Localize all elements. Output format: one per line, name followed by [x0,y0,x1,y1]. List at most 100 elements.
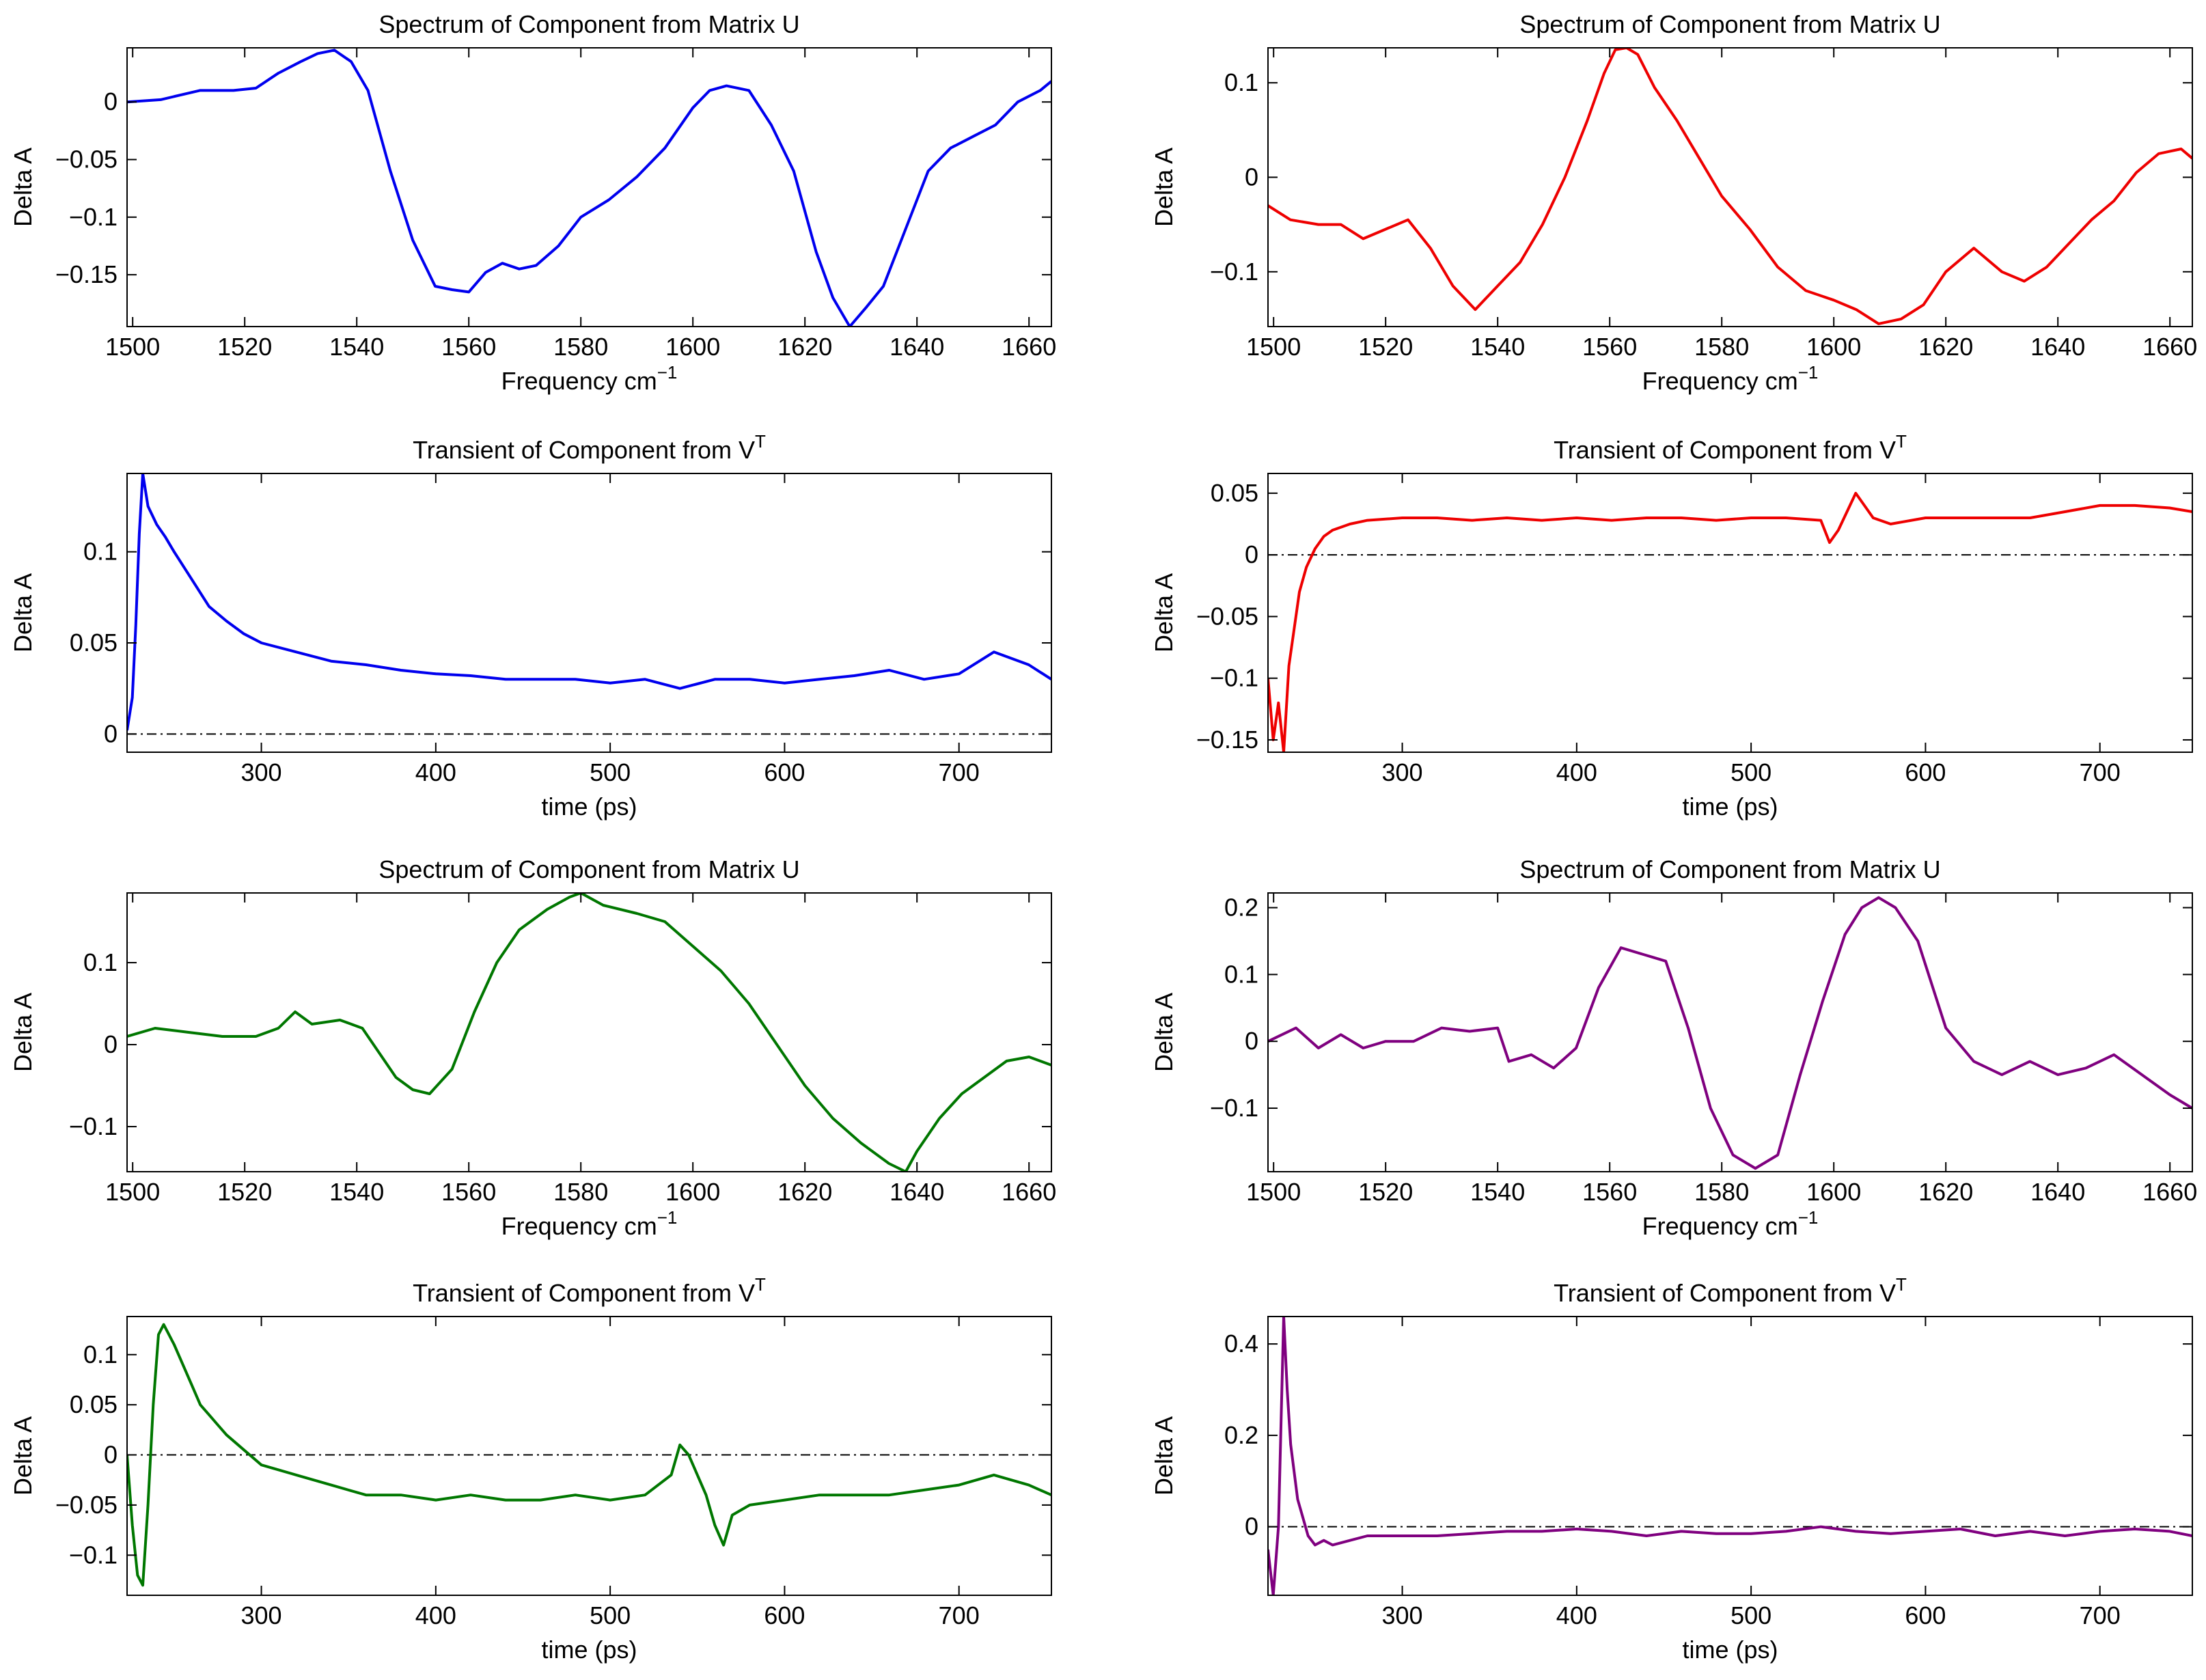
y-tick-label: 0 [1245,540,1258,568]
y-tick-label: −0.1 [1210,664,1258,692]
x-axis-label: time (ps) [1682,1636,1778,1664]
y-tick-label: −0.1 [1210,258,1258,286]
x-axis-label-text: time (ps) [541,1636,637,1664]
x-tick-label: 1620 [1918,1178,1973,1206]
x-tick-label: 1620 [777,333,832,361]
y-tick-label: 0 [1245,1027,1258,1055]
chart-title: Spectrum of Component from Matrix U [1519,10,1940,38]
x-tick-label: 1660 [1002,333,1056,361]
chart-panel-6: 1500 1520 1540 1560 1580 1600 1620 1640 1660 −0.1… [1150,855,2197,1240]
series-line-1 [1268,1317,2192,1595]
y-axis-label: Delta A [9,993,37,1072]
y-axis-label: Delta A [9,573,37,652]
x-tick-label: 1600 [1806,1178,1861,1206]
y-tick-label: 0.1 [1224,68,1258,96]
x-axis-label-superscript: −1 [1798,1207,1819,1228]
x-tick-label: 1500 [1246,333,1301,361]
x-tick-label: 600 [1905,758,1946,786]
x-tick-label: 1620 [1918,333,1973,361]
x-axis-label-superscript: −1 [1798,362,1819,383]
x-tick-label: 300 [241,1601,282,1629]
x-tick-label: 700 [939,1601,980,1629]
axes-frame [126,473,1052,753]
x-tick-label: 700 [939,758,980,786]
series-line-1 [127,1323,1051,1587]
x-tick-label: 500 [590,758,631,786]
y-tick-label: 0 [104,1441,118,1469]
y-axis-label: Delta A [1150,993,1178,1072]
x-tick-label: 1660 [1002,1178,1056,1206]
x-axis-label-text: time (ps) [541,793,637,821]
y-tick-label: 0.4 [1224,1330,1258,1358]
chart-title-superscript: T [755,1274,766,1295]
x-tick-label: 1580 [553,1178,608,1206]
x-tick-label: 1540 [1470,333,1525,361]
chart-title: Transient of Component from VT [413,1274,766,1307]
y-tick-label: −0.15 [1196,726,1258,754]
y-tick-label: 0.1 [83,1340,118,1368]
x-tick-label: 1500 [1246,1178,1301,1206]
x-axis-label: Frequency cm−1 [1642,362,1819,395]
chart-title-text: Spectrum of Component from Matrix U [378,10,799,38]
chart-title-text: Spectrum of Component from Matrix U [378,855,799,883]
chart-title-text: Spectrum of Component from Matrix U [1519,855,1940,883]
x-axis-label: Frequency cm−1 [501,1207,678,1240]
x-tick-label: 400 [1556,1601,1597,1629]
x-tick-label: 1560 [441,333,496,361]
x-tick-label: 1600 [665,1178,720,1206]
y-tick-label: −0.15 [55,260,118,288]
x-tick-label: 1640 [890,1178,944,1206]
x-axis-label-text: time (ps) [1682,1636,1778,1664]
x-tick-label: 500 [1731,1601,1771,1629]
chart-title: Transient of Component from VT [1554,1274,1907,1307]
x-tick-label: 500 [1731,758,1771,786]
x-tick-label: 1560 [1582,1178,1637,1206]
chart-panel-3: 300 400 500 600 700 0 0.05 0.1 Transient of Comp… [9,431,1052,821]
x-tick-label: 1640 [2030,333,2085,361]
y-tick-label: −0.05 [55,1491,118,1519]
x-tick-label: 400 [415,1601,456,1629]
chart-title-superscript: T [1896,1274,1907,1295]
series-line-1 [127,893,1051,1172]
y-tick-label: 0.2 [1224,1421,1258,1449]
y-tick-label: 0 [1245,1513,1258,1541]
x-axis-label: Frequency cm−1 [1642,1207,1819,1240]
chart-panel-8: 300 400 500 600 700 0 0.2 0.4 Transient of Compo… [1150,1274,2193,1664]
series-line-1 [127,473,1051,731]
y-tick-label: 0.05 [1211,479,1258,507]
x-tick-label: 1560 [441,1178,496,1206]
axes-frame [1267,892,2193,1172]
chart-title-text: Transient of Component from V [413,1279,755,1307]
x-axis-label-superscript: −1 [657,1207,678,1228]
series-line-1 [1268,48,2192,325]
x-tick-label: 1640 [890,333,944,361]
series-line-1 [127,49,1051,327]
y-tick-label: 0 [104,87,118,115]
x-tick-label: 1520 [217,1178,272,1206]
x-axis-label-text: time (ps) [1682,793,1778,821]
x-axis-label-superscript: −1 [657,362,678,383]
x-tick-label: 600 [764,758,805,786]
x-tick-label: 300 [241,758,282,786]
x-tick-label: 1520 [217,333,272,361]
x-tick-label: 1600 [1806,333,1861,361]
chart-title: Spectrum of Component from Matrix U [1519,855,1940,883]
y-tick-label: 0 [104,1030,118,1058]
y-axis-label: Delta A [1150,148,1178,227]
y-tick-label: 0.1 [83,948,118,976]
chart-title: Transient of Component from VT [413,431,766,464]
y-tick-label: −0.1 [1210,1094,1258,1122]
axes-frame [1267,473,2193,753]
x-tick-label: 1620 [777,1178,832,1206]
y-tick-label: −0.05 [1196,602,1258,630]
y-tick-label: −0.05 [55,146,118,174]
series-line-1 [1268,896,2192,1170]
x-tick-label: 1580 [1694,1178,1749,1206]
series-line-1 [1268,491,2192,752]
x-tick-label: 1580 [1694,333,1749,361]
x-tick-label: 300 [1382,758,1423,786]
y-axis-label: Delta A [1150,573,1178,652]
y-tick-label: 0 [1245,163,1258,191]
y-axis-label: Delta A [1150,1416,1178,1496]
axes-frame [1267,47,2193,327]
